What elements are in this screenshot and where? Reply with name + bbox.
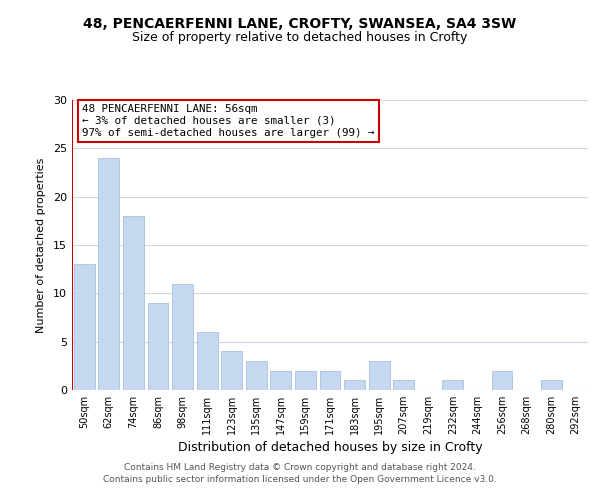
Bar <box>442 380 463 390</box>
Text: Contains public sector information licensed under the Open Government Licence v3: Contains public sector information licen… <box>103 475 497 484</box>
Bar <box>393 380 414 390</box>
Y-axis label: Number of detached properties: Number of detached properties <box>36 158 46 332</box>
X-axis label: Distribution of detached houses by size in Crofty: Distribution of detached houses by size … <box>178 441 482 454</box>
Bar <box>271 370 292 390</box>
Bar <box>221 352 242 390</box>
Bar <box>74 264 95 390</box>
Bar <box>197 332 218 390</box>
Bar <box>246 361 267 390</box>
Bar <box>98 158 119 390</box>
Bar <box>491 370 512 390</box>
Text: 48 PENCAERFENNI LANE: 56sqm
← 3% of detached houses are smaller (3)
97% of semi-: 48 PENCAERFENNI LANE: 56sqm ← 3% of deta… <box>82 104 375 138</box>
Bar <box>368 361 389 390</box>
Bar <box>123 216 144 390</box>
Bar <box>295 370 316 390</box>
Bar <box>541 380 562 390</box>
Bar <box>148 303 169 390</box>
Bar <box>344 380 365 390</box>
Bar <box>172 284 193 390</box>
Bar <box>320 370 340 390</box>
Text: Contains HM Land Registry data © Crown copyright and database right 2024.: Contains HM Land Registry data © Crown c… <box>124 464 476 472</box>
Text: 48, PENCAERFENNI LANE, CROFTY, SWANSEA, SA4 3SW: 48, PENCAERFENNI LANE, CROFTY, SWANSEA, … <box>83 18 517 32</box>
Text: Size of property relative to detached houses in Crofty: Size of property relative to detached ho… <box>133 31 467 44</box>
